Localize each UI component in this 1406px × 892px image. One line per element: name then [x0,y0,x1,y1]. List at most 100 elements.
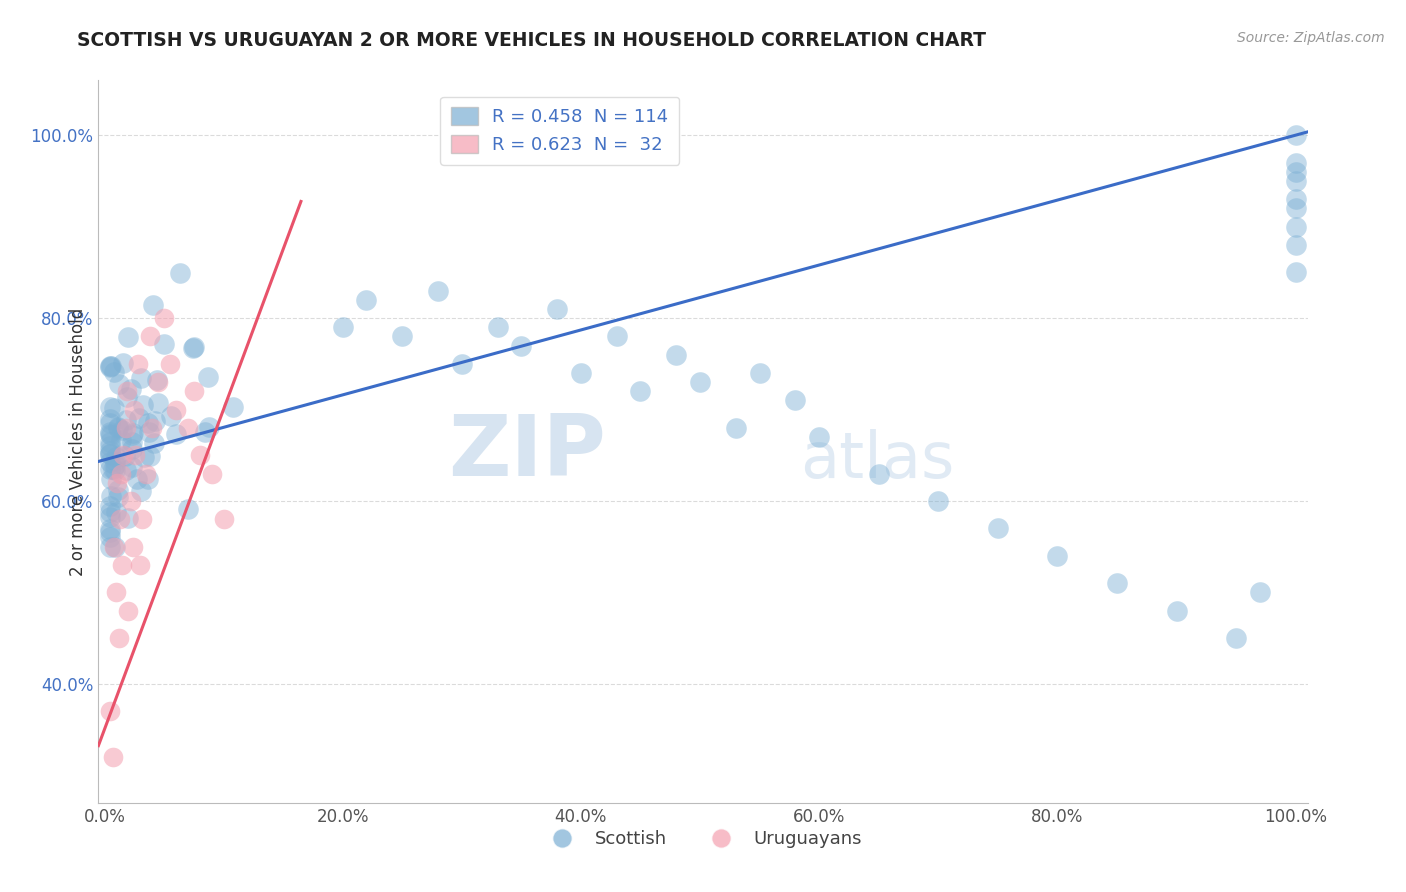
Text: Source: ZipAtlas.com: Source: ZipAtlas.com [1237,31,1385,45]
Point [724,421,747,435]
Text: atlas: atlas [800,428,955,491]
Point [115,384,138,399]
Point [606,329,628,343]
Point [146,396,169,410]
Point [107,475,129,490]
Point [630,384,652,399]
Point [1285,238,1308,252]
Point [689,375,711,389]
Point [153,311,176,326]
Point [486,320,509,334]
Point [108,376,131,391]
Point [107,483,129,497]
Point [197,419,219,434]
Point [104,540,127,554]
Point [356,293,378,307]
Point [98,462,121,476]
Point [104,463,127,477]
Point [101,750,124,764]
Point [177,502,200,516]
Point [1285,128,1308,143]
Point [146,373,169,387]
Point [194,425,217,439]
Point [165,402,187,417]
Point [110,433,132,447]
Point [100,359,122,373]
Point [100,472,122,486]
Point [98,530,121,544]
Point [103,540,125,554]
Point [128,411,150,425]
Point [104,458,127,473]
Point [569,366,592,380]
Point [1166,604,1188,618]
Point [103,401,125,416]
Point [98,455,121,469]
Point [124,448,146,462]
Point [98,704,121,718]
Point [114,449,136,463]
Point [115,412,138,426]
Point [165,427,187,442]
Point [197,370,219,384]
Point [1285,265,1308,279]
Point [142,436,165,450]
Point [100,489,122,503]
Point [183,384,205,399]
Point [100,359,122,374]
Point [110,467,132,481]
Point [120,494,142,508]
Point [98,359,121,374]
Point [107,420,129,434]
Point [104,450,127,465]
Point [927,494,949,508]
Point [125,472,148,486]
Point [132,398,155,412]
Point [146,375,169,389]
Point [121,428,143,442]
Point [115,462,138,476]
Point [98,499,121,513]
Point [104,454,127,468]
Point [98,425,121,439]
Point [122,402,145,417]
Point [115,390,138,404]
Point [108,512,131,526]
Point [98,439,121,453]
Point [121,442,143,456]
Point [808,430,831,444]
Point [129,558,152,572]
Point [138,425,160,439]
Point [98,540,121,554]
Point [121,435,143,450]
Point [98,505,121,519]
Point [120,382,142,396]
Point [132,450,155,465]
Point [103,365,125,379]
Point [100,427,122,442]
Point [181,341,204,355]
Point [510,338,533,352]
Point [98,444,121,458]
Point [1285,165,1308,179]
Point [98,412,121,426]
Point [450,357,472,371]
Point [1285,155,1308,169]
Point [987,521,1010,535]
Point [107,421,129,435]
Point [785,393,807,408]
Point [114,421,136,435]
Point [143,414,166,428]
Point [1046,549,1069,563]
Point [1105,576,1128,591]
Point [159,357,181,371]
Point [111,423,134,437]
Point [98,446,121,460]
Point [131,512,153,526]
Point [1225,631,1247,645]
Point [139,449,162,463]
Text: ZIP: ZIP [449,411,606,494]
Point [121,425,143,440]
Point [138,329,160,343]
Point [111,558,134,572]
